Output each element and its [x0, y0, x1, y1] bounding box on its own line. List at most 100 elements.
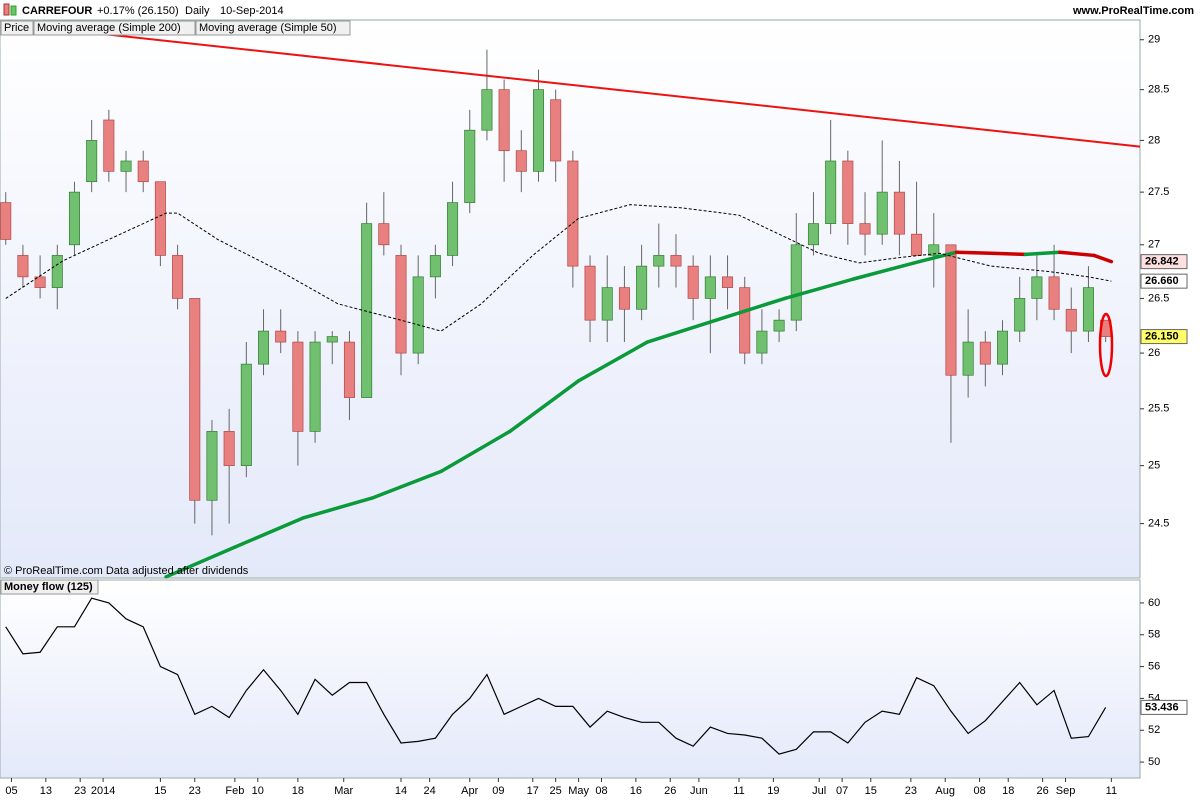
x-tick-label: 17	[527, 785, 539, 797]
candle-body	[447, 202, 459, 256]
x-tick-label: 15	[865, 785, 877, 797]
candle-body	[979, 341, 991, 365]
symbol: CARREFOUR	[22, 5, 92, 17]
candle-body	[464, 129, 476, 203]
interval: Daily	[185, 5, 210, 17]
moving-average-segment	[989, 251, 1028, 257]
candle-body	[704, 276, 716, 299]
y-tick-label: 56	[1148, 660, 1160, 672]
candle-body	[17, 255, 29, 278]
x-tick-label: 26	[664, 785, 676, 797]
x-tick-label: 19	[767, 785, 779, 797]
moving-average-segment	[851, 259, 925, 281]
x-tick-label: 08	[973, 785, 985, 797]
candle-body	[876, 191, 888, 235]
candle-body	[722, 276, 734, 288]
candle-body	[1031, 276, 1043, 299]
candle-body	[275, 330, 287, 343]
candle-body	[223, 431, 235, 466]
y-tick-label: 52	[1148, 724, 1160, 736]
website[interactable]: www.ProRealTime.com	[1072, 5, 1194, 17]
candle-body	[790, 244, 802, 321]
x-tick-label: 23	[189, 785, 201, 797]
candle-body	[154, 181, 166, 256]
candle-body	[206, 431, 218, 501]
x-tick-label: Jun	[690, 785, 708, 797]
candle-body	[601, 287, 613, 321]
candle-body	[739, 287, 751, 354]
x-tick-label: 18	[292, 785, 304, 797]
candle-body	[773, 319, 785, 332]
header-bar	[0, 0, 1200, 20]
candle-body	[997, 330, 1009, 365]
y-tick-label: 27	[1148, 239, 1160, 251]
candle-body	[429, 255, 441, 278]
last-value-box	[1140, 699, 1188, 715]
candle-body	[498, 89, 510, 152]
x-tick-label: 13	[40, 785, 52, 797]
x-tick-label: Mar	[334, 785, 353, 797]
moving-average-segment	[233, 516, 306, 549]
last-value-label: 53.436	[1145, 701, 1179, 713]
x-tick-label: Aug	[935, 785, 955, 797]
y-tick-label: 58	[1148, 629, 1160, 641]
footnote: © ProRealTime.com Data adjusted after di…	[4, 565, 249, 577]
candle-body	[395, 255, 407, 354]
x-tick-label: 14	[395, 785, 407, 797]
x-tick-label: 23	[74, 785, 86, 797]
moving-average-segment	[954, 250, 993, 256]
candle-body	[532, 89, 544, 172]
candle-body	[911, 233, 923, 256]
candle-body	[945, 244, 957, 376]
tab[interactable]	[195, 20, 351, 36]
x-tick-label: 15	[154, 785, 166, 797]
candle-body	[859, 223, 871, 235]
tab-label: Price	[4, 22, 29, 34]
moving-average-segment	[1092, 253, 1114, 264]
candle-body	[687, 265, 699, 299]
tab[interactable]	[33, 20, 196, 36]
candle-body	[618, 287, 630, 310]
candle-body	[550, 99, 562, 162]
legend-tabs: Price Moving average (Simple 200) Moving…	[0, 20, 351, 595]
moving-average-segment	[714, 296, 787, 322]
price-panel	[0, 19, 1141, 579]
candle-body	[378, 223, 390, 246]
candle-body	[636, 265, 648, 310]
candle-body	[86, 140, 98, 183]
y-tick-label: 26	[1148, 347, 1160, 359]
x-tick-label: May	[568, 785, 589, 797]
candle-body	[120, 160, 132, 172]
x-tick-label: 08	[595, 785, 607, 797]
candle-body	[1048, 276, 1060, 310]
candle-body	[481, 89, 493, 131]
candle-body	[670, 255, 682, 267]
date: 10-Sep-2014	[220, 5, 284, 17]
trendline	[91, 31, 1141, 148]
indicator-panel	[0, 579, 1141, 779]
tab[interactable]	[0, 579, 99, 595]
y-tick-label: 28.5	[1148, 84, 1169, 96]
tab[interactable]	[0, 20, 34, 36]
candle-body	[137, 160, 149, 183]
change: +0.17% (26.150)	[97, 5, 179, 17]
y-tick-label: 50	[1148, 756, 1160, 768]
money-flow-line	[5, 597, 1107, 755]
candle-body	[1014, 298, 1026, 332]
y-tick-label: 26.5	[1148, 292, 1169, 304]
candle-body	[189, 298, 201, 501]
last-value-box	[1140, 329, 1188, 345]
candle-body	[515, 150, 527, 172]
moving-average-segment	[920, 250, 959, 263]
candle-body	[240, 363, 252, 466]
last-value-label: 26.150	[1145, 330, 1179, 342]
candle-body	[893, 191, 905, 235]
candle-body	[825, 160, 837, 224]
x-tick-label: 26	[1036, 785, 1048, 797]
x-tick-label: 24	[424, 785, 436, 797]
candle-body	[258, 330, 270, 365]
candle-body	[756, 330, 768, 354]
candle-body	[412, 276, 424, 354]
candle-body	[292, 341, 304, 432]
